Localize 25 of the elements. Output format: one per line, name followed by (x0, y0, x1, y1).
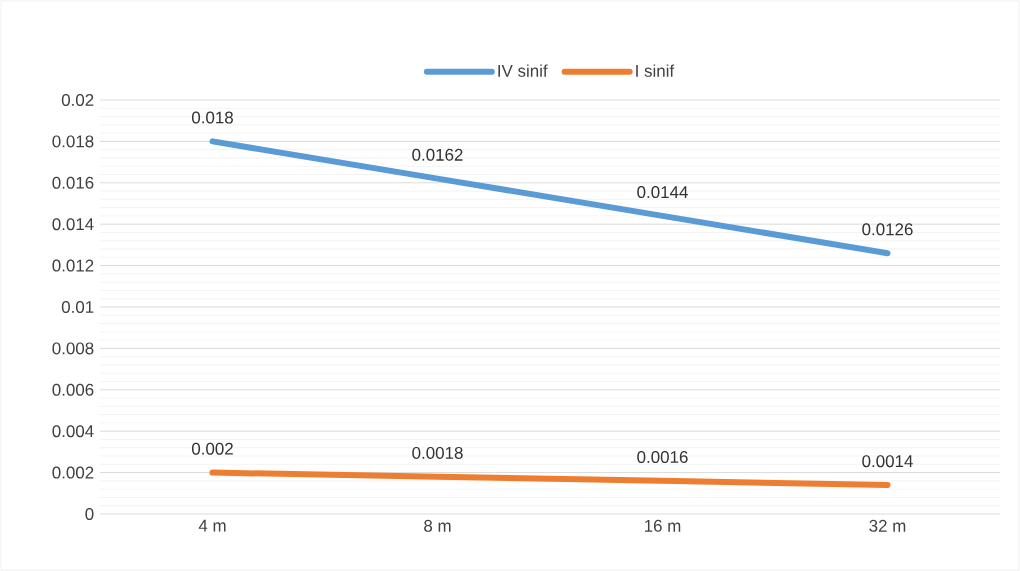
data-label: 0.0126 (862, 223, 913, 236)
y-tick-label: 0.002 (52, 466, 94, 479)
y-tick-label: 0.01 (61, 300, 94, 313)
y-tick-label: 0.012 (52, 259, 94, 272)
x-tick-label: 8 m (424, 519, 451, 532)
y-tick-label: 0.004 (52, 425, 94, 438)
data-label: 0.0018 (412, 446, 463, 459)
data-label: 0.0014 (862, 455, 913, 468)
y-tick-label: 0.014 (52, 218, 94, 231)
x-tick-label: 4 m (198, 519, 226, 532)
y-tick-label: 0.016 (52, 176, 94, 189)
legend-label: I sinif (636, 64, 675, 77)
legend-label: IV sinif (498, 64, 548, 77)
y-tick-label: 0.02 (61, 93, 94, 106)
y-tick-label: 0 (85, 507, 94, 520)
data-label: 0.0016 (637, 451, 688, 464)
y-tick-label: 0.018 (52, 135, 94, 148)
data-label: 0.002 (191, 442, 233, 455)
y-tick-label: 0.006 (52, 383, 94, 396)
y-tick-label: 0.008 (52, 342, 94, 355)
data-label: 0.0162 (412, 148, 463, 161)
data-label: 0.0144 (637, 186, 688, 199)
x-tick-label: 16 m (644, 519, 681, 532)
data-label: 0.018 (191, 111, 233, 124)
x-tick-label: 32 m (869, 519, 906, 532)
